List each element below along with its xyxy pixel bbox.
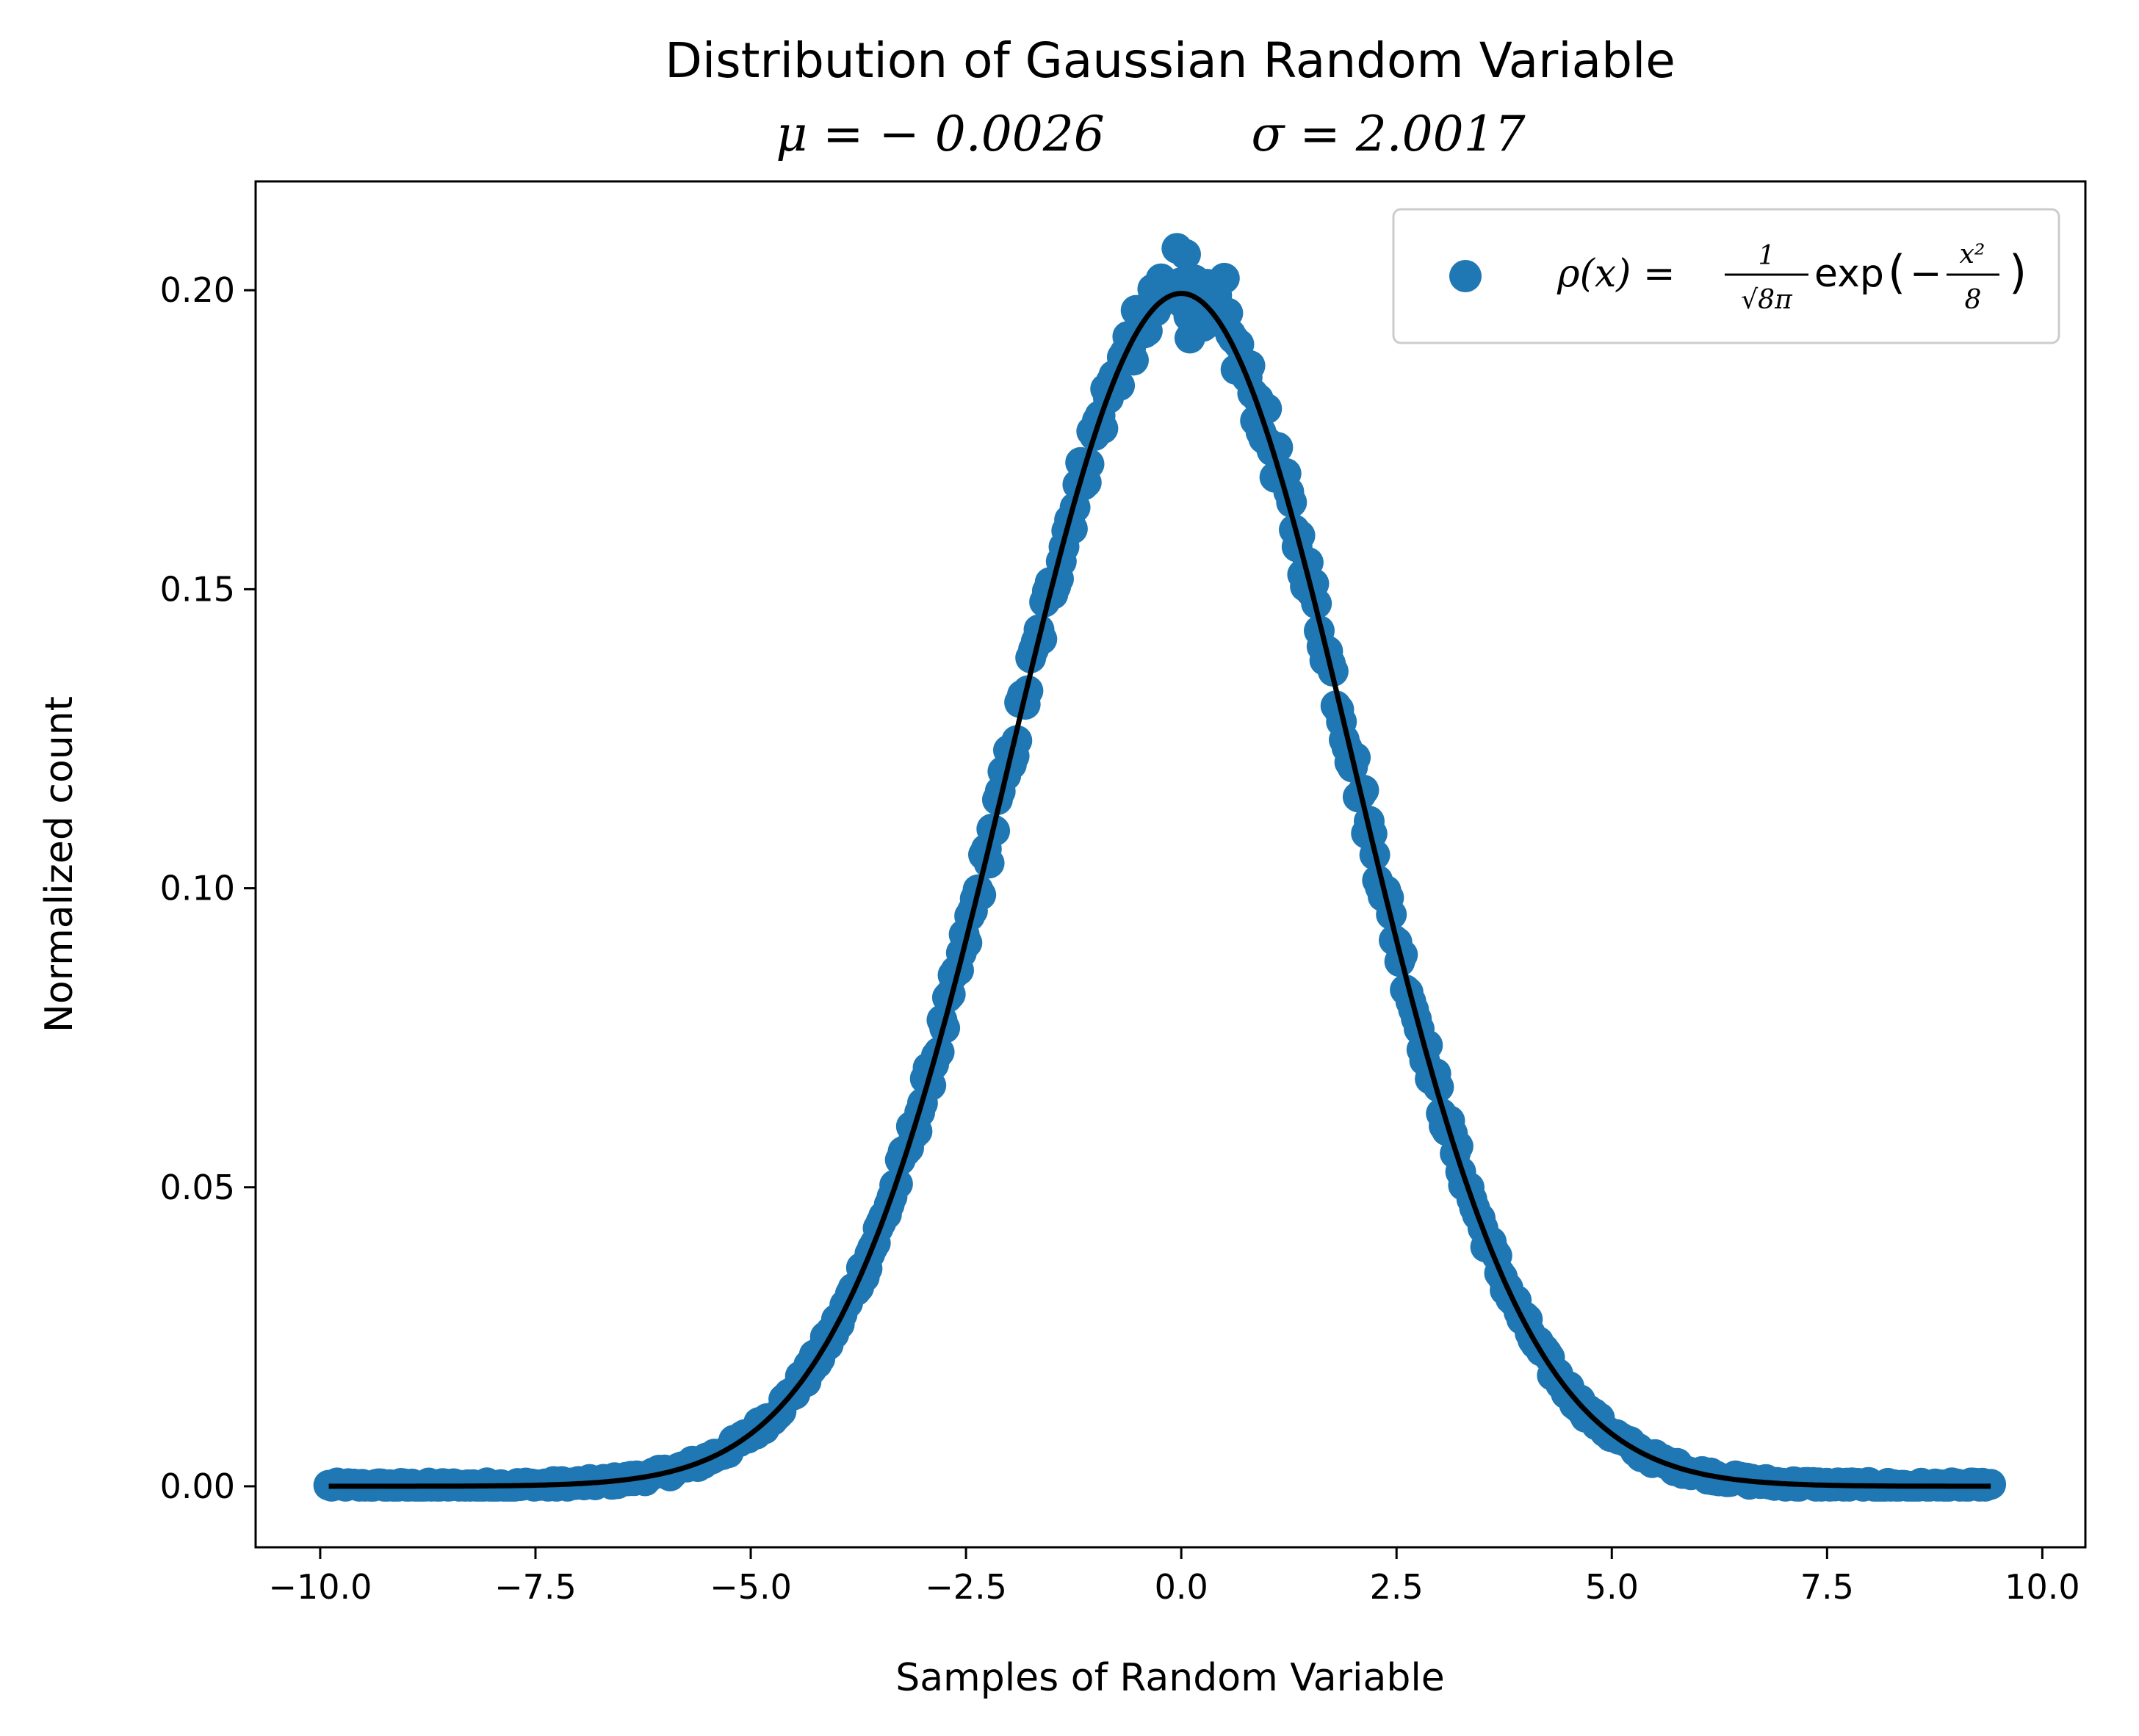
scatter-point (923, 1036, 955, 1068)
scatter-point (1234, 350, 1266, 381)
y-axis-label: Normalized count (37, 696, 82, 1032)
x-tick-label: −10.0 (268, 1567, 372, 1607)
legend-paren-close: ) (2009, 245, 2027, 299)
legend-box (1392, 208, 2060, 344)
x-axis-label: Samples of Random Variable (895, 1656, 1445, 1700)
y-tick-label: 0.05 (160, 1168, 235, 1207)
legend-func: exp (1814, 252, 1884, 296)
y-tick-label: 0.15 (160, 569, 235, 609)
legend-paren-open: ( (1888, 245, 1905, 299)
y-tick-label: 0.10 (160, 869, 235, 908)
legend-exp-numerator: x² (1960, 239, 1985, 270)
chart-subtitle-sigma: σ = 2.0017 (1251, 106, 1525, 162)
chart-title: Distribution of Gaussian Random Variable (665, 32, 1676, 89)
x-tick-label: 5.0 (1585, 1567, 1639, 1607)
legend-marker (1449, 260, 1482, 292)
legend-exp-sign: − (1910, 252, 1942, 296)
pdf-curve-line (328, 291, 1991, 1489)
legend-frac-denominator: √8π (1741, 285, 1793, 315)
x-tick-label: 2.5 (1370, 1567, 1424, 1607)
scatter-point (1174, 322, 1205, 354)
x-tick-label: −5.0 (710, 1567, 792, 1607)
legend: ρ(x) = 1 √8π exp ( − x² 8 ) (1392, 208, 2060, 344)
scatter-point (1170, 239, 1201, 270)
axes-frame (254, 180, 2087, 1549)
legend-exp-denominator: 8 (1965, 285, 1982, 315)
x-tick-label: 0.0 (1155, 1567, 1208, 1607)
legend-frac-numerator: 1 (1759, 241, 1775, 271)
x-tick-label: −2.5 (925, 1567, 1007, 1607)
scatter-point (1026, 623, 1058, 655)
chart-subtitle-mu: μ = − 0.0026 (776, 106, 1104, 162)
scatter-point (1340, 742, 1371, 773)
legend-label-lhs: ρ(x) = (1557, 252, 1676, 296)
x-tick-label: 10.0 (2005, 1567, 2080, 1607)
scatter-point (1191, 269, 1223, 300)
y-tick-label: 0.20 (160, 270, 235, 310)
x-tick-label: 7.5 (1800, 1567, 1854, 1607)
y-tick-label: 0.00 (160, 1466, 235, 1506)
x-tick-label: −7.5 (494, 1567, 577, 1607)
